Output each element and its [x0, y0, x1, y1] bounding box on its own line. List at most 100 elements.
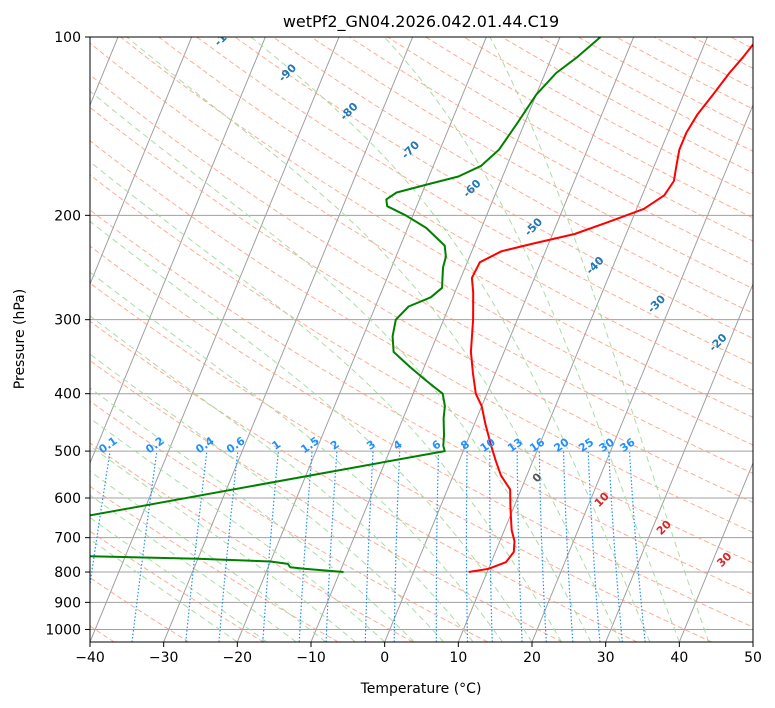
dry-adiabat-line — [234, 37, 753, 339]
dry-adiabat-label: -60 — [460, 177, 483, 200]
dry-adiabat-line — [90, 245, 753, 628]
x-tick-label: 10 — [449, 650, 467, 666]
isobars — [90, 37, 753, 630]
mixing-ratio-line — [435, 451, 440, 642]
dry-adiabat-line — [90, 359, 563, 642]
moist-adiabat-line — [489, 37, 710, 642]
isotherm-line — [236, 37, 487, 642]
mixing-ratio-line — [262, 451, 279, 642]
moist-adiabat-line — [90, 417, 386, 642]
dry-adiabat-label: -90 — [276, 61, 299, 84]
chart-title: wetPf2_GN04.2026.042.01.44.C19 — [283, 12, 559, 32]
mixing-ratio-line — [393, 451, 401, 642]
isotherm-line — [457, 37, 708, 642]
mixing-ratio-line — [628, 451, 646, 642]
moist-adiabat-line — [90, 470, 327, 642]
dry-adiabat-label: 20 — [654, 517, 674, 537]
dry-adiabat-line — [90, 485, 339, 642]
mixing-ratio-line — [516, 451, 523, 642]
dry-adiabat-line — [90, 320, 638, 642]
dry-adiabats — [90, 37, 775, 642]
mixing-ratio-line — [538, 451, 547, 642]
isotherm-line — [310, 37, 561, 642]
moist-adiabat-line — [90, 220, 533, 642]
dry-adiabat-line — [90, 42, 753, 446]
dry-adiabat-label: -50 — [522, 215, 545, 238]
mixing-ratio-label: 30 — [597, 435, 617, 455]
mixing-ratio-line — [90, 451, 111, 589]
mixing-ratio-label: 0.2 — [143, 434, 166, 456]
dry-adiabat-line — [120, 37, 753, 418]
y-tick-label: 300 — [54, 313, 81, 329]
isotherm-line — [90, 37, 193, 286]
dry-adiabat-line — [90, 400, 488, 642]
moist-adiabat-line — [90, 315, 474, 642]
x-tick-label: −10 — [296, 650, 326, 666]
x-tick-label: 0 — [380, 650, 389, 666]
moist-adiabat-line — [90, 161, 562, 642]
moist-adiabat-line — [90, 494, 297, 642]
mixing-ratio-line — [465, 451, 469, 642]
x-tick-label: −20 — [223, 650, 253, 666]
x-axis-label: Temperature (°C) — [360, 681, 482, 697]
y-tick-label: 500 — [54, 444, 81, 460]
mixing-ratio-label: 36 — [617, 435, 637, 455]
x-axis: −40 −30 −20 −10 0 10 20 30 40 50 — [75, 642, 762, 666]
x-tick-label: −30 — [149, 650, 179, 666]
isotherm-line — [384, 37, 635, 642]
dry-adiabat-line — [90, 209, 753, 596]
moist-adiabats — [90, 37, 710, 642]
dry-adiabat-label: -40 — [583, 254, 606, 277]
plot-frame — [89, 36, 754, 643]
isotherm-line — [163, 37, 414, 642]
profile-series — [90, 37, 753, 573]
dewpoint-line — [90, 37, 602, 573]
mixing-ratio-label: 3 — [364, 438, 378, 453]
isotherm-line — [90, 37, 266, 465]
dry-adiabat-label: -100 — [212, 20, 241, 49]
mixing-ratio-label: 10 — [478, 435, 498, 455]
mixing-ratio-line — [562, 451, 574, 642]
y-tick-label: 700 — [54, 531, 81, 547]
y-tick-label: 600 — [54, 491, 81, 507]
y-tick-label: 1000 — [45, 622, 81, 638]
isotherms — [90, 37, 753, 642]
x-tick-label: −40 — [75, 650, 105, 666]
dry-adiabat-line — [692, 37, 753, 69]
dry-adiabat-line — [90, 282, 712, 642]
moist-adiabat-line — [384, 37, 680, 642]
isotherm-line — [605, 282, 753, 642]
dry-adiabat-label: -20 — [706, 331, 729, 354]
moist-adiabat-line — [90, 516, 268, 642]
plot-area: 0.1 0.2 0.4 0.6 1 1.5 2 3 4 6 8 10 13 16 20 25 30 36-100-… — [90, 20, 775, 642]
mixing-ratio-label: 25 — [576, 436, 596, 455]
dry-adiabat-line — [90, 442, 414, 642]
y-tick-label: 200 — [54, 208, 81, 224]
mixing-ratio-line — [325, 451, 338, 642]
mixing-ratio-label: 0.4 — [193, 434, 217, 456]
mixing-ratio-line — [489, 451, 493, 642]
mixing-ratio-label: 8 — [458, 438, 472, 453]
x-tick-label: 40 — [670, 650, 688, 666]
x-tick-label: 20 — [523, 650, 541, 666]
y-tick-label: 100 — [54, 30, 81, 46]
dry-adiabat-line — [90, 174, 753, 564]
moist-adiabat-line — [126, 37, 621, 642]
moist-adiabat-line — [90, 353, 444, 642]
dry-adiabat-line — [196, 37, 753, 365]
y-tick-label: 800 — [54, 565, 81, 581]
isotherm-line — [531, 103, 753, 642]
dry-adiabat-line — [90, 530, 264, 642]
mixing-ratio-line — [298, 451, 313, 642]
mixing-ratio-label: 1.5 — [298, 434, 321, 456]
isotherm-line — [678, 461, 753, 642]
isotherm-line — [90, 37, 340, 642]
dry-adiabat-label: -10 — [768, 369, 775, 392]
dry-adiabat-label: 30 — [714, 549, 734, 569]
x-tick-label: 30 — [597, 650, 615, 666]
mixing-ratio-label: 13 — [505, 436, 525, 455]
mixing-ratio-lines — [90, 451, 646, 642]
x-tick-label: 50 — [744, 650, 762, 666]
dry-adiabat-line — [769, 37, 775, 642]
